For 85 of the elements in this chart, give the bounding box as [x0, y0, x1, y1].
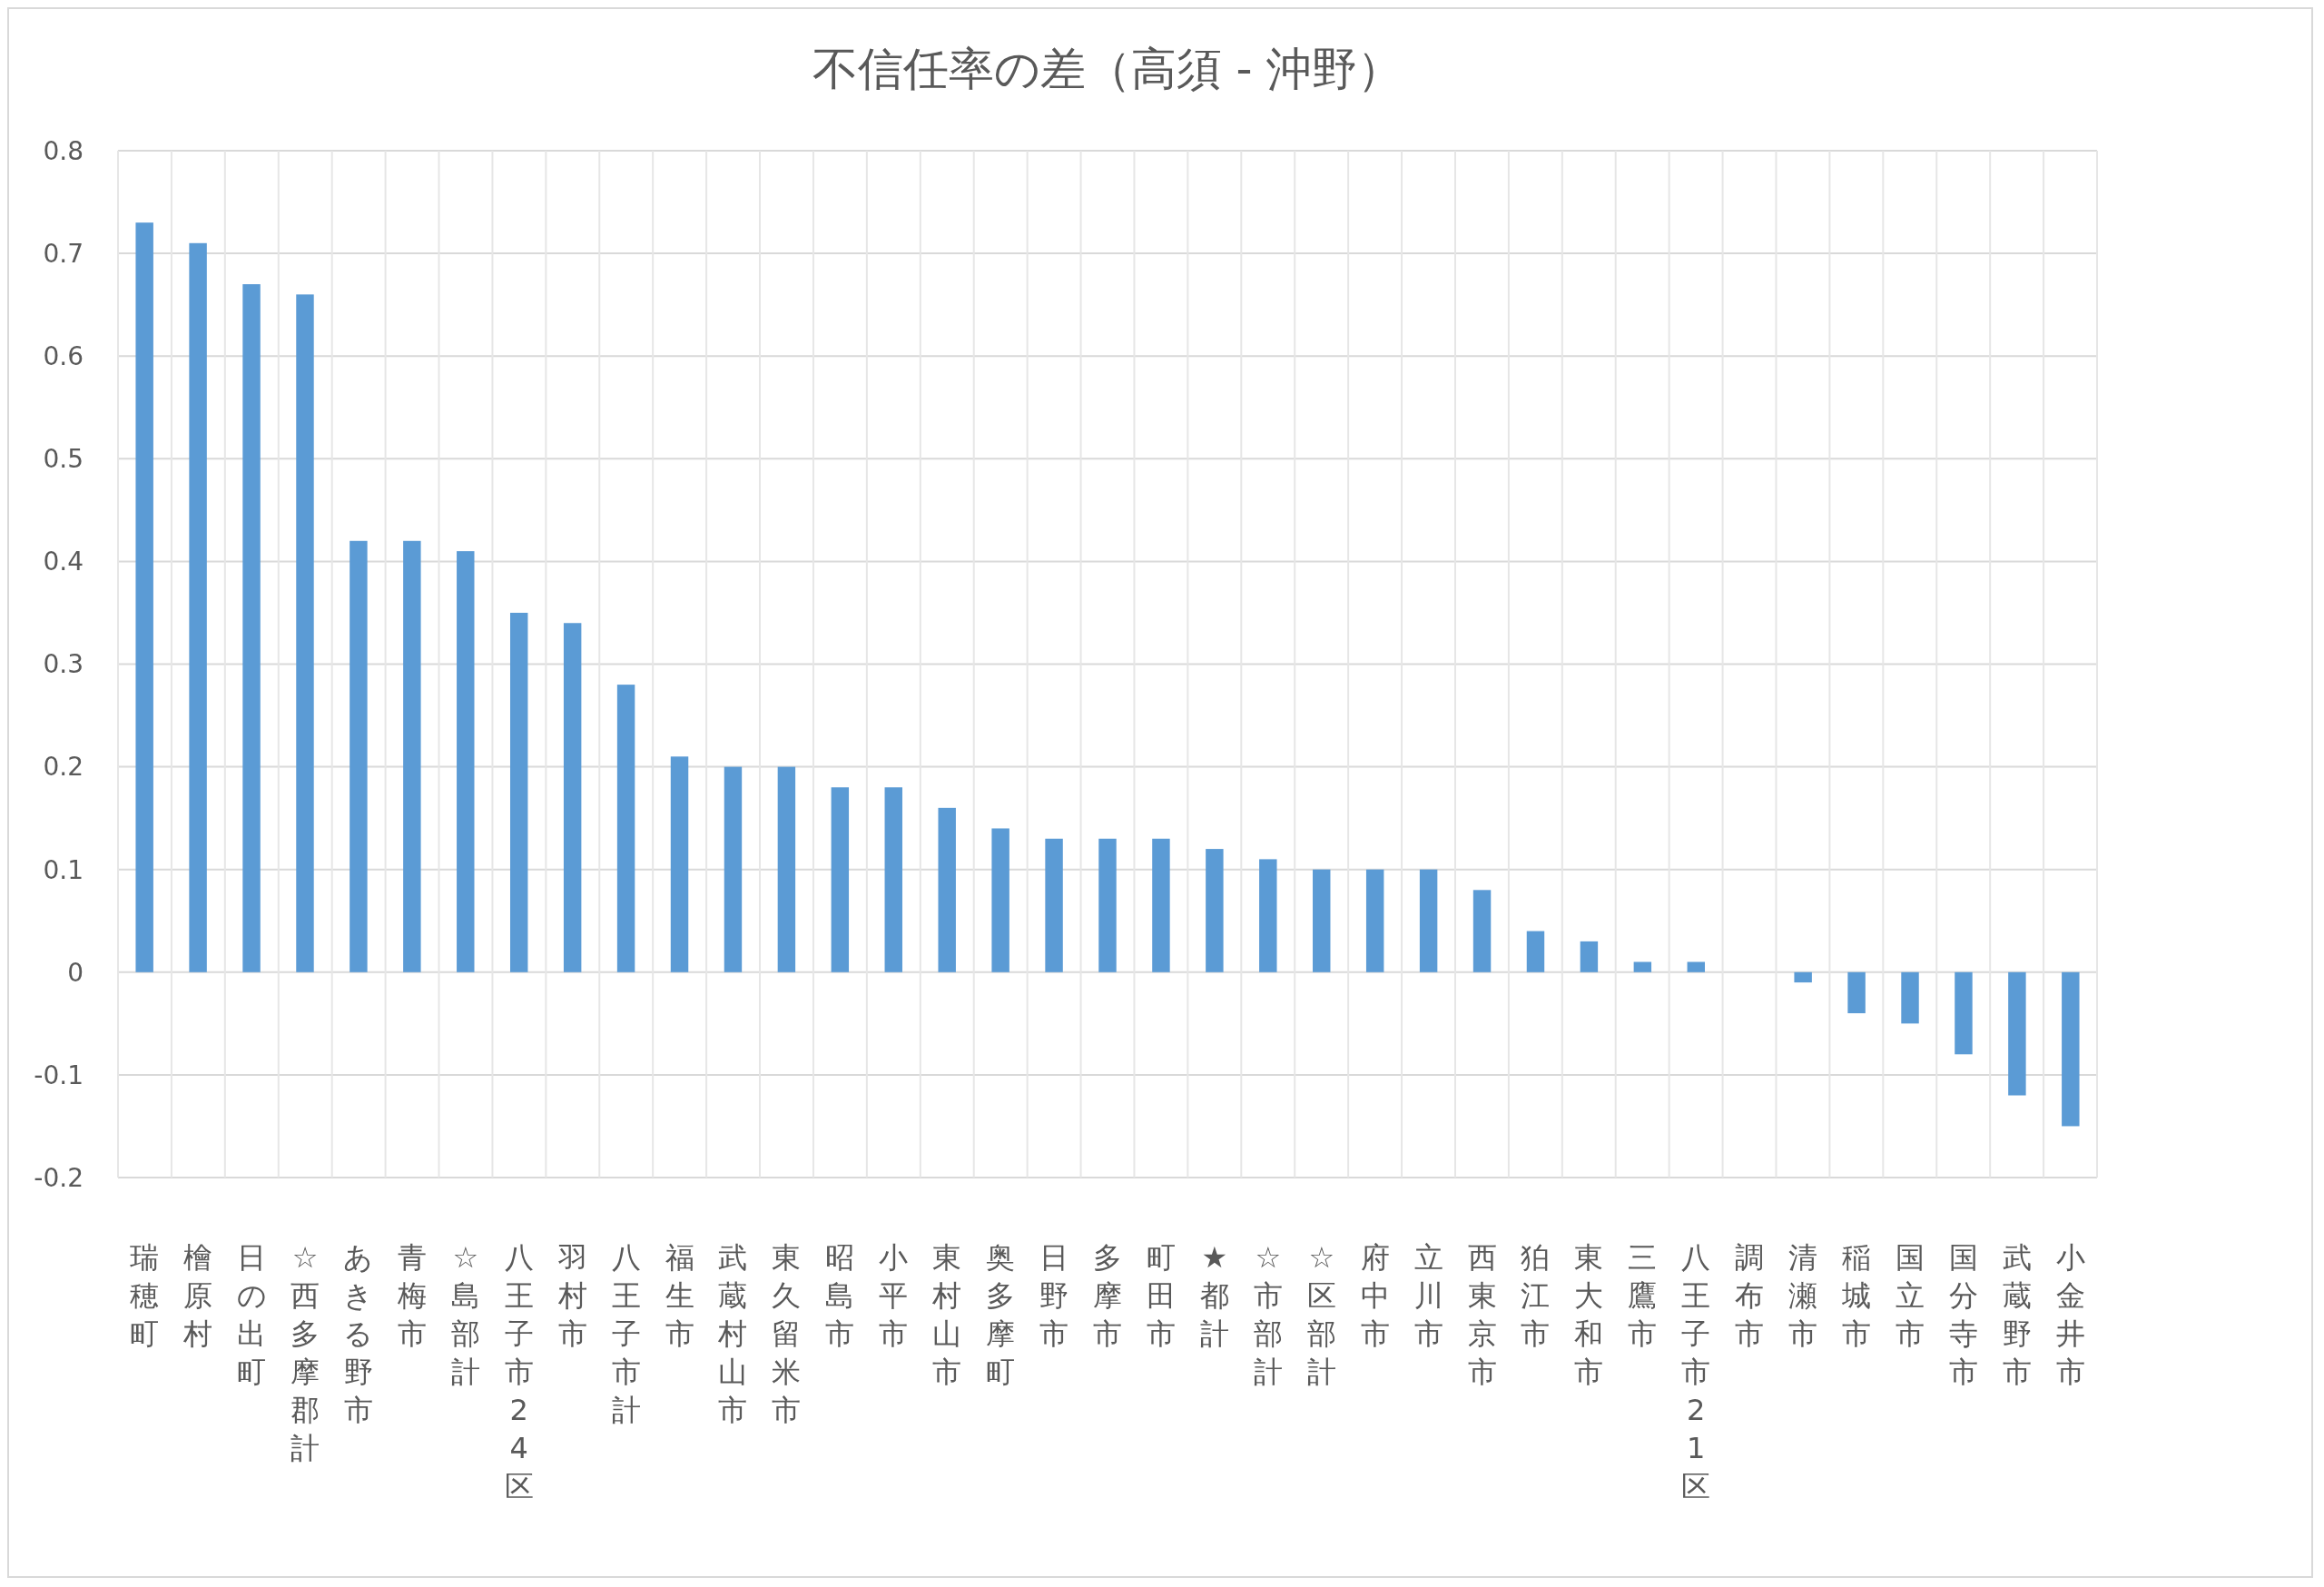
y-tick-label: 0.1 — [43, 854, 84, 885]
x-tick-label: 東大和市 — [1574, 1240, 1604, 1389]
x-tick-label: 福生市 — [665, 1240, 694, 1351]
bar — [135, 222, 153, 972]
bar — [509, 612, 528, 972]
x-tick-label: 瑞穂町 — [130, 1240, 160, 1351]
x-tick-label: 日の出町 — [236, 1240, 267, 1389]
x-tick-label: ☆区部計 — [1306, 1240, 1336, 1389]
x-tick-label: 東久留米市 — [772, 1240, 802, 1427]
x-tick-label: 狛江市 — [1521, 1240, 1551, 1351]
bar — [1206, 849, 1224, 972]
bar — [1045, 838, 1063, 972]
x-tick-label: ☆西多摩郡計 — [290, 1240, 320, 1465]
bar — [1794, 971, 1812, 983]
x-tick-label: 青梅市 — [396, 1240, 427, 1351]
x-tick-label: 八王子市24区 — [504, 1240, 534, 1503]
y-tick-label: 0.4 — [43, 547, 84, 577]
bar — [1633, 961, 1652, 972]
x-tick-label: 日野市 — [1039, 1240, 1069, 1351]
bar — [1419, 869, 1438, 972]
x-tick-label: 武蔵村山市 — [717, 1240, 748, 1427]
bar — [1098, 838, 1117, 972]
chart-title: 不信任率の差（高須 - 沖野） — [812, 43, 1403, 95]
bar — [616, 685, 635, 972]
x-tick-label: 立川市 — [1413, 1240, 1443, 1351]
x-tick-label: 三鷹市 — [1628, 1240, 1658, 1351]
bar — [777, 766, 796, 972]
x-tick-label: 国分寺市 — [1948, 1240, 1978, 1389]
bar — [670, 756, 689, 972]
y-tick-label: -0.2 — [34, 1162, 84, 1193]
x-tick-label: 小平市 — [879, 1240, 909, 1351]
x-tick-label: 武蔵野市 — [2002, 1240, 2032, 1389]
bar — [884, 787, 902, 972]
x-tick-label: 町田市 — [1146, 1240, 1176, 1351]
x-tick-label: ★都計 — [1199, 1240, 1229, 1351]
bar — [403, 540, 421, 972]
x-tick-label: 八王子市21区 — [1681, 1240, 1711, 1503]
bar — [457, 551, 475, 972]
bar — [724, 766, 743, 972]
x-tick-label: あきる野市 — [343, 1240, 374, 1427]
y-tick-label: 0.5 — [43, 444, 84, 475]
bar — [1526, 931, 1545, 972]
y-tick-label: 0 — [67, 957, 84, 988]
bar — [1901, 971, 1919, 1024]
y-tick-label: 0.6 — [43, 341, 84, 371]
bar — [189, 242, 207, 972]
bar — [1847, 971, 1866, 1014]
x-tick-label: 稲城市 — [1841, 1240, 1872, 1351]
x-tick-label: ☆島部計 — [450, 1240, 480, 1389]
x-tick-label: 府中市 — [1360, 1240, 1390, 1351]
bar — [296, 294, 314, 972]
bar — [831, 787, 850, 972]
bar — [1472, 890, 1492, 972]
x-tick-label: 清瀬市 — [1788, 1240, 1818, 1351]
bar — [1687, 961, 1706, 972]
y-tick-label: 0.8 — [43, 135, 84, 166]
y-tick-label: 0.3 — [43, 649, 84, 680]
x-tick-label: 檜原村 — [182, 1240, 213, 1351]
bar — [938, 807, 956, 972]
bar — [1580, 941, 1599, 972]
y-tick-label: -0.1 — [34, 1060, 84, 1090]
x-tick-label: 奥多摩町 — [986, 1240, 1016, 1389]
x-tick-label: 東村山市 — [931, 1240, 962, 1389]
bar — [991, 828, 1009, 972]
bar — [563, 623, 582, 972]
x-tick-label: 調布市 — [1735, 1240, 1765, 1351]
bar — [2062, 971, 2080, 1127]
x-tick-label: 西東京市 — [1467, 1240, 1497, 1389]
x-tick-label: 昭島市 — [825, 1240, 855, 1351]
y-tick-label: 0.2 — [43, 752, 84, 783]
bar — [2008, 971, 2026, 1096]
y-tick-label: 0.7 — [43, 238, 84, 269]
x-tick-label: 八王子市計 — [611, 1240, 641, 1427]
bar — [1365, 869, 1384, 972]
bar — [1313, 869, 1331, 972]
bar — [242, 284, 261, 972]
x-tick-label: 小金井市 — [2055, 1240, 2085, 1389]
bar — [350, 540, 368, 972]
bar — [1259, 859, 1277, 972]
bar — [1152, 838, 1170, 972]
bar — [1955, 971, 1973, 1055]
x-tick-label: 羽村市 — [556, 1240, 587, 1351]
x-tick-label: 国立市 — [1896, 1240, 1925, 1351]
x-tick-label: ☆市部計 — [1253, 1240, 1283, 1389]
x-tick-label: 多摩市 — [1093, 1240, 1122, 1351]
